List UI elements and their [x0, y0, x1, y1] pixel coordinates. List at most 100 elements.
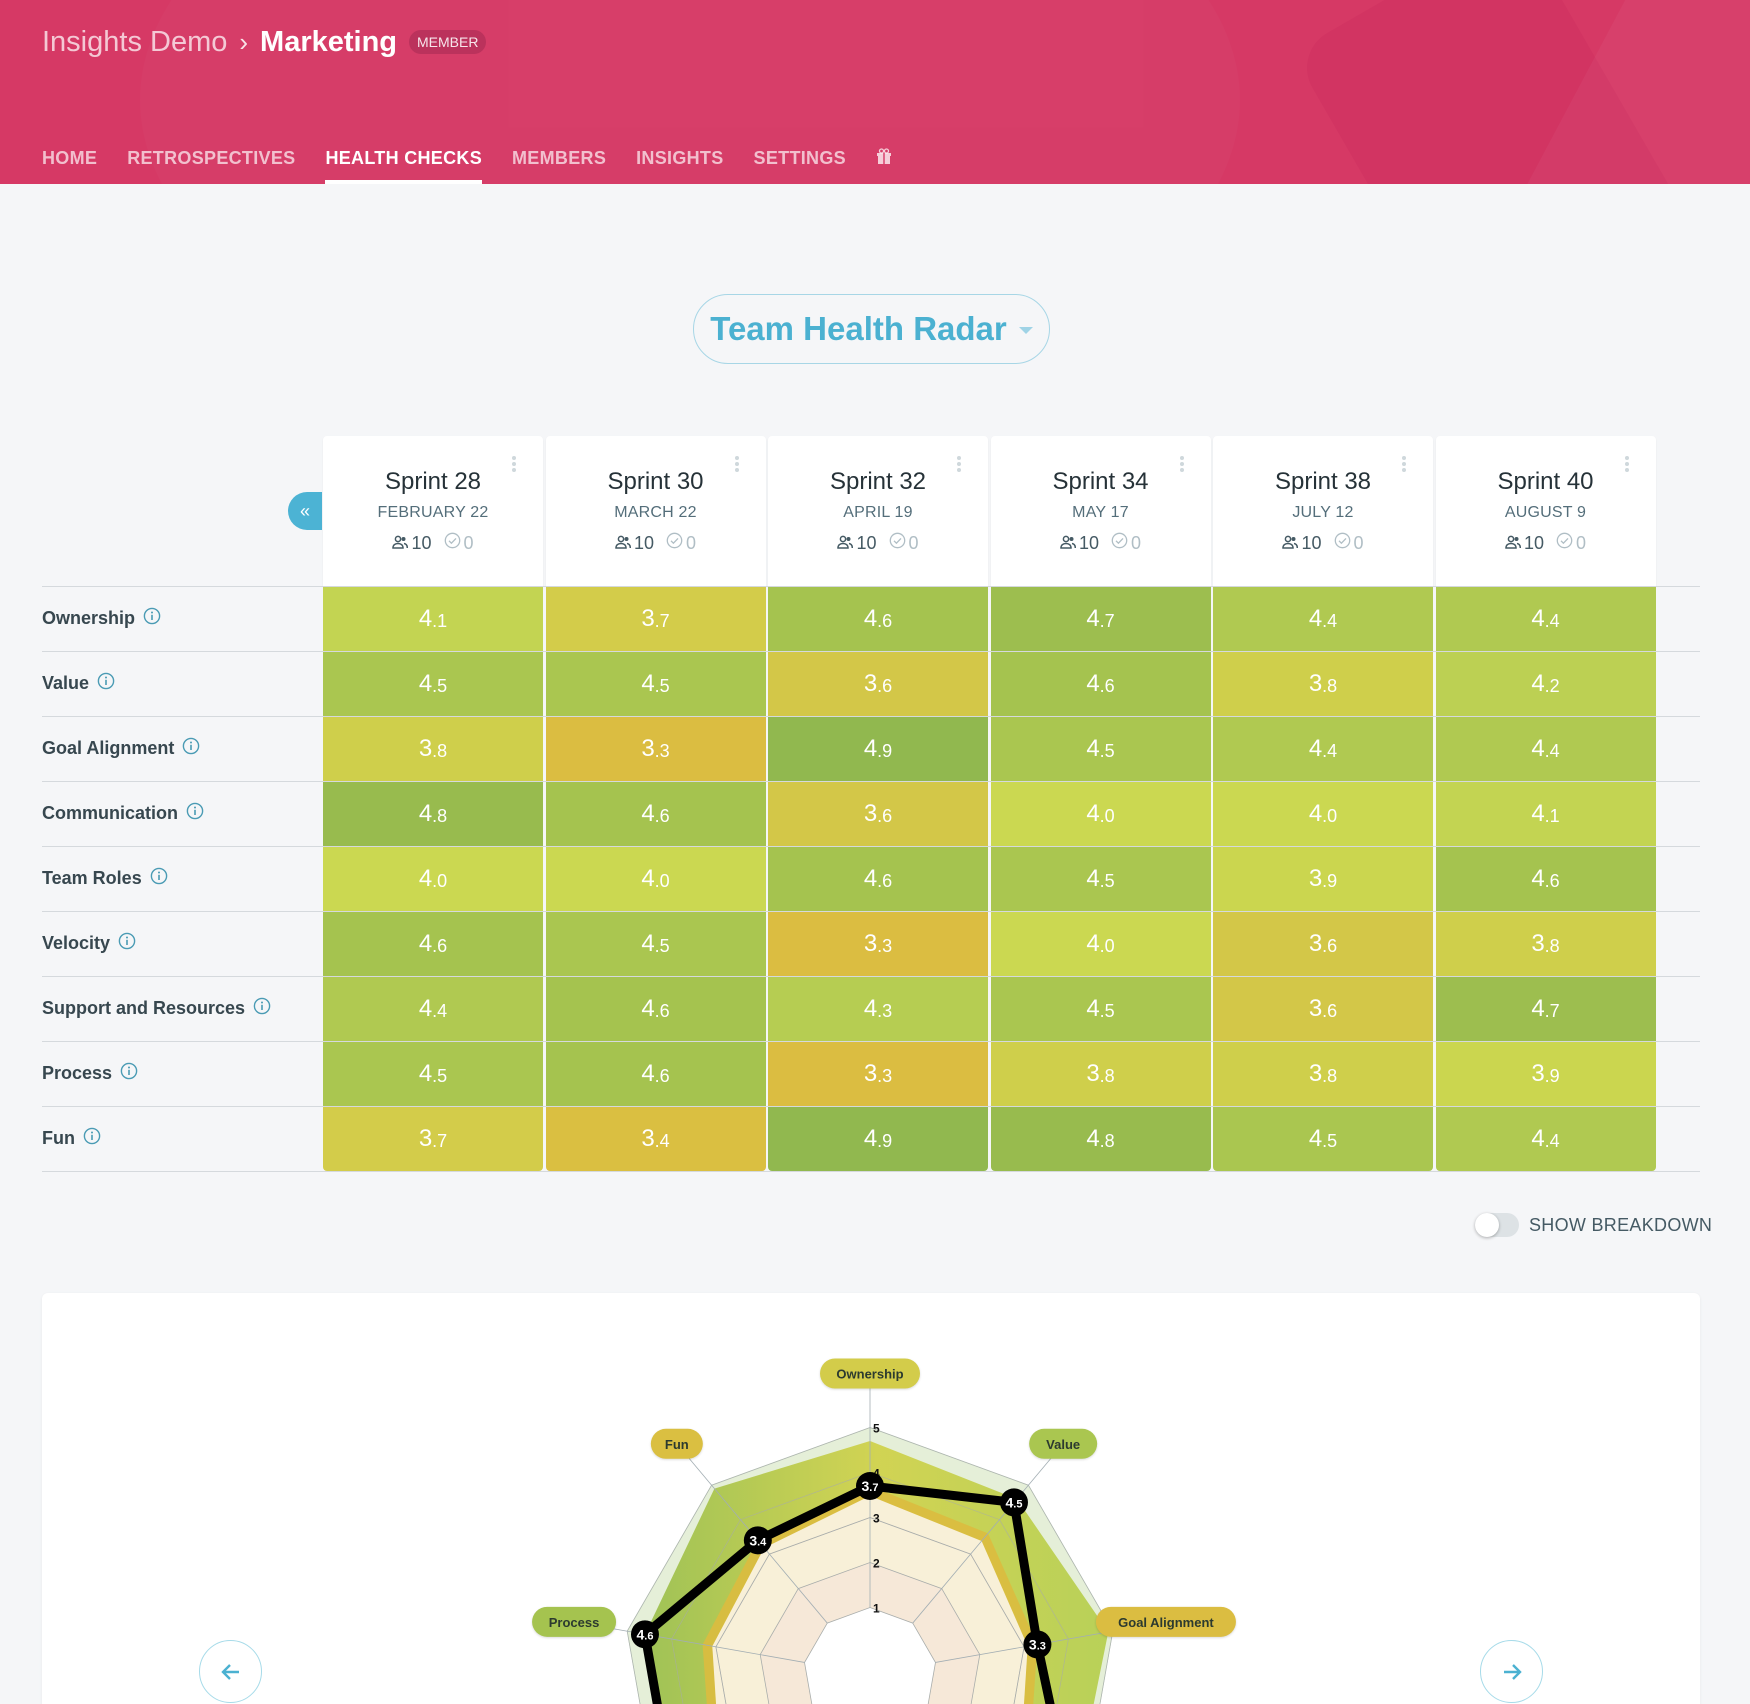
- score-cell[interactable]: 3.3: [545, 717, 766, 781]
- view-selector-dropdown[interactable]: Team Health Radar: [693, 294, 1050, 364]
- nav-tab-home[interactable]: HOME: [42, 148, 98, 168]
- gift-icon[interactable]: [876, 148, 892, 164]
- score-cell[interactable]: 4.5: [990, 847, 1211, 911]
- score-cell[interactable]: 3.8: [1213, 1042, 1433, 1106]
- info-icon[interactable]: [253, 997, 271, 1020]
- sprint-name[interactable]: Sprint 34: [1052, 468, 1149, 495]
- score-cell[interactable]: 3.8: [323, 717, 543, 781]
- score-cell[interactable]: 4.0: [990, 912, 1211, 976]
- score-integer: 4: [1086, 605, 1100, 632]
- score-cell[interactable]: 4.0: [1213, 782, 1433, 846]
- info-icon[interactable]: [118, 932, 136, 955]
- radar-data-point[interactable]: 3.4: [743, 1526, 772, 1555]
- score-cell[interactable]: 4.7: [990, 587, 1211, 651]
- score-cell[interactable]: 4.5: [545, 912, 766, 976]
- score-cell[interactable]: 4.4: [323, 977, 543, 1041]
- sprint-name[interactable]: Sprint 40: [1497, 468, 1594, 495]
- score-cell[interactable]: 4.5: [323, 1042, 543, 1106]
- score-cell[interactable]: 4.9: [768, 717, 988, 781]
- score-cell[interactable]: 3.7: [545, 587, 766, 651]
- score-cell[interactable]: 3.3: [768, 1042, 988, 1106]
- more-vert-icon[interactable]: [956, 456, 962, 474]
- show-breakdown-toggle[interactable]: SHOW BREAKDOWN: [1475, 1213, 1712, 1237]
- score-cell[interactable]: 3.6: [768, 782, 988, 846]
- score-cell[interactable]: 3.6: [1213, 912, 1433, 976]
- score-cell[interactable]: 3.9: [1435, 1042, 1656, 1106]
- radar-data-point[interactable]: 3.7: [856, 1472, 884, 1500]
- score-cell[interactable]: 3.4: [545, 1107, 766, 1171]
- sprint-name[interactable]: Sprint 28: [384, 468, 482, 495]
- score-cell[interactable]: 4.5: [323, 652, 543, 716]
- sprint-name[interactable]: Sprint 38: [1274, 468, 1372, 495]
- score-cell[interactable]: 3.8: [1435, 912, 1656, 976]
- info-icon[interactable]: [182, 737, 200, 760]
- info-icon[interactable]: [150, 867, 168, 890]
- score-cell[interactable]: 4.6: [1435, 847, 1656, 911]
- score-integer: 4: [418, 1060, 433, 1087]
- score-cell[interactable]: 3.6: [768, 652, 988, 716]
- score-cell[interactable]: 4.1: [323, 587, 543, 651]
- more-vert-icon[interactable]: [1179, 456, 1185, 474]
- radar-data-point[interactable]: 4.6: [630, 1620, 659, 1649]
- score-integer: 4: [863, 1125, 878, 1152]
- score-integer: 3: [1308, 995, 1323, 1022]
- previous-sprint-button[interactable]: [199, 1640, 262, 1703]
- score-cell[interactable]: 4.0: [545, 847, 766, 911]
- score-cell[interactable]: 4.4: [1213, 717, 1433, 781]
- toggle-track[interactable]: [1475, 1213, 1519, 1237]
- row-divider: [42, 1106, 1700, 1107]
- nav-tab-retrospectives[interactable]: RETROSPECTIVES: [127, 148, 296, 168]
- score-cell[interactable]: 4.6: [768, 587, 988, 651]
- score-cell[interactable]: 4.8: [323, 782, 543, 846]
- score-cell[interactable]: 4.6: [545, 1042, 766, 1106]
- score-cell[interactable]: 4.5: [1213, 1107, 1433, 1171]
- nav-tab-settings[interactable]: SETTINGS: [753, 148, 846, 168]
- score-cell[interactable]: 3.8: [990, 1042, 1211, 1106]
- sprint-name[interactable]: Sprint 32: [829, 468, 927, 495]
- more-vert-icon[interactable]: [734, 456, 740, 474]
- score-cell[interactable]: 4.0: [323, 847, 543, 911]
- score-cell[interactable]: 4.9: [768, 1107, 988, 1171]
- score-cell[interactable]: 4.4: [1435, 587, 1656, 651]
- score-cell[interactable]: 4.5: [545, 652, 766, 716]
- info-icon[interactable]: [143, 607, 161, 630]
- score-cell[interactable]: 4.4: [1435, 1107, 1656, 1171]
- score-cell[interactable]: 4.6: [545, 977, 766, 1041]
- score-integer: 4: [1086, 995, 1100, 1022]
- radar-data-point[interactable]: 4.5: [999, 1488, 1028, 1517]
- score-cell[interactable]: 4.6: [545, 782, 766, 846]
- more-vert-icon[interactable]: [1624, 456, 1630, 474]
- score-cell[interactable]: 3.9: [1213, 847, 1433, 911]
- score-cell[interactable]: 4.3: [768, 977, 988, 1041]
- score-cell[interactable]: 4.5: [990, 717, 1211, 781]
- score-cell[interactable]: 4.7: [1435, 977, 1656, 1041]
- score-cell[interactable]: 4.0: [990, 782, 1211, 846]
- score-cell[interactable]: 4.6: [323, 912, 543, 976]
- score-cell[interactable]: 4.6: [990, 652, 1211, 716]
- score-cell[interactable]: 4.5: [990, 977, 1211, 1041]
- info-icon[interactable]: [120, 1062, 138, 1085]
- score-cell[interactable]: 4.4: [1435, 717, 1656, 781]
- nav-tab-insights[interactable]: INSIGHTS: [636, 148, 724, 168]
- nav-tab-health-checks[interactable]: HEALTH CHECKS: [325, 140, 482, 184]
- breadcrumb-org-link[interactable]: Insights Demo: [42, 25, 228, 58]
- score-cell[interactable]: 4.2: [1435, 652, 1656, 716]
- more-vert-icon[interactable]: [1401, 456, 1407, 474]
- score-cell[interactable]: 3.8: [1213, 652, 1433, 716]
- score-cell[interactable]: 4.1: [1435, 782, 1656, 846]
- score-cell[interactable]: 4.4: [1213, 587, 1433, 651]
- score-cell[interactable]: 4.8: [990, 1107, 1211, 1171]
- next-sprint-button[interactable]: [1480, 1640, 1543, 1703]
- info-icon[interactable]: [83, 1127, 101, 1150]
- more-vert-icon[interactable]: [511, 456, 517, 474]
- info-icon[interactable]: [97, 672, 115, 695]
- radar-data-point[interactable]: 3.3: [1023, 1630, 1052, 1659]
- sprint-name[interactable]: Sprint 30: [607, 468, 704, 495]
- collapse-columns-button[interactable]: «: [288, 492, 322, 530]
- score-cell[interactable]: 4.6: [768, 847, 988, 911]
- score-cell[interactable]: 3.6: [1213, 977, 1433, 1041]
- score-cell[interactable]: 3.3: [768, 912, 988, 976]
- nav-tab-members[interactable]: MEMBERS: [512, 148, 607, 168]
- score-cell[interactable]: 3.7: [323, 1107, 543, 1171]
- info-icon[interactable]: [186, 802, 204, 825]
